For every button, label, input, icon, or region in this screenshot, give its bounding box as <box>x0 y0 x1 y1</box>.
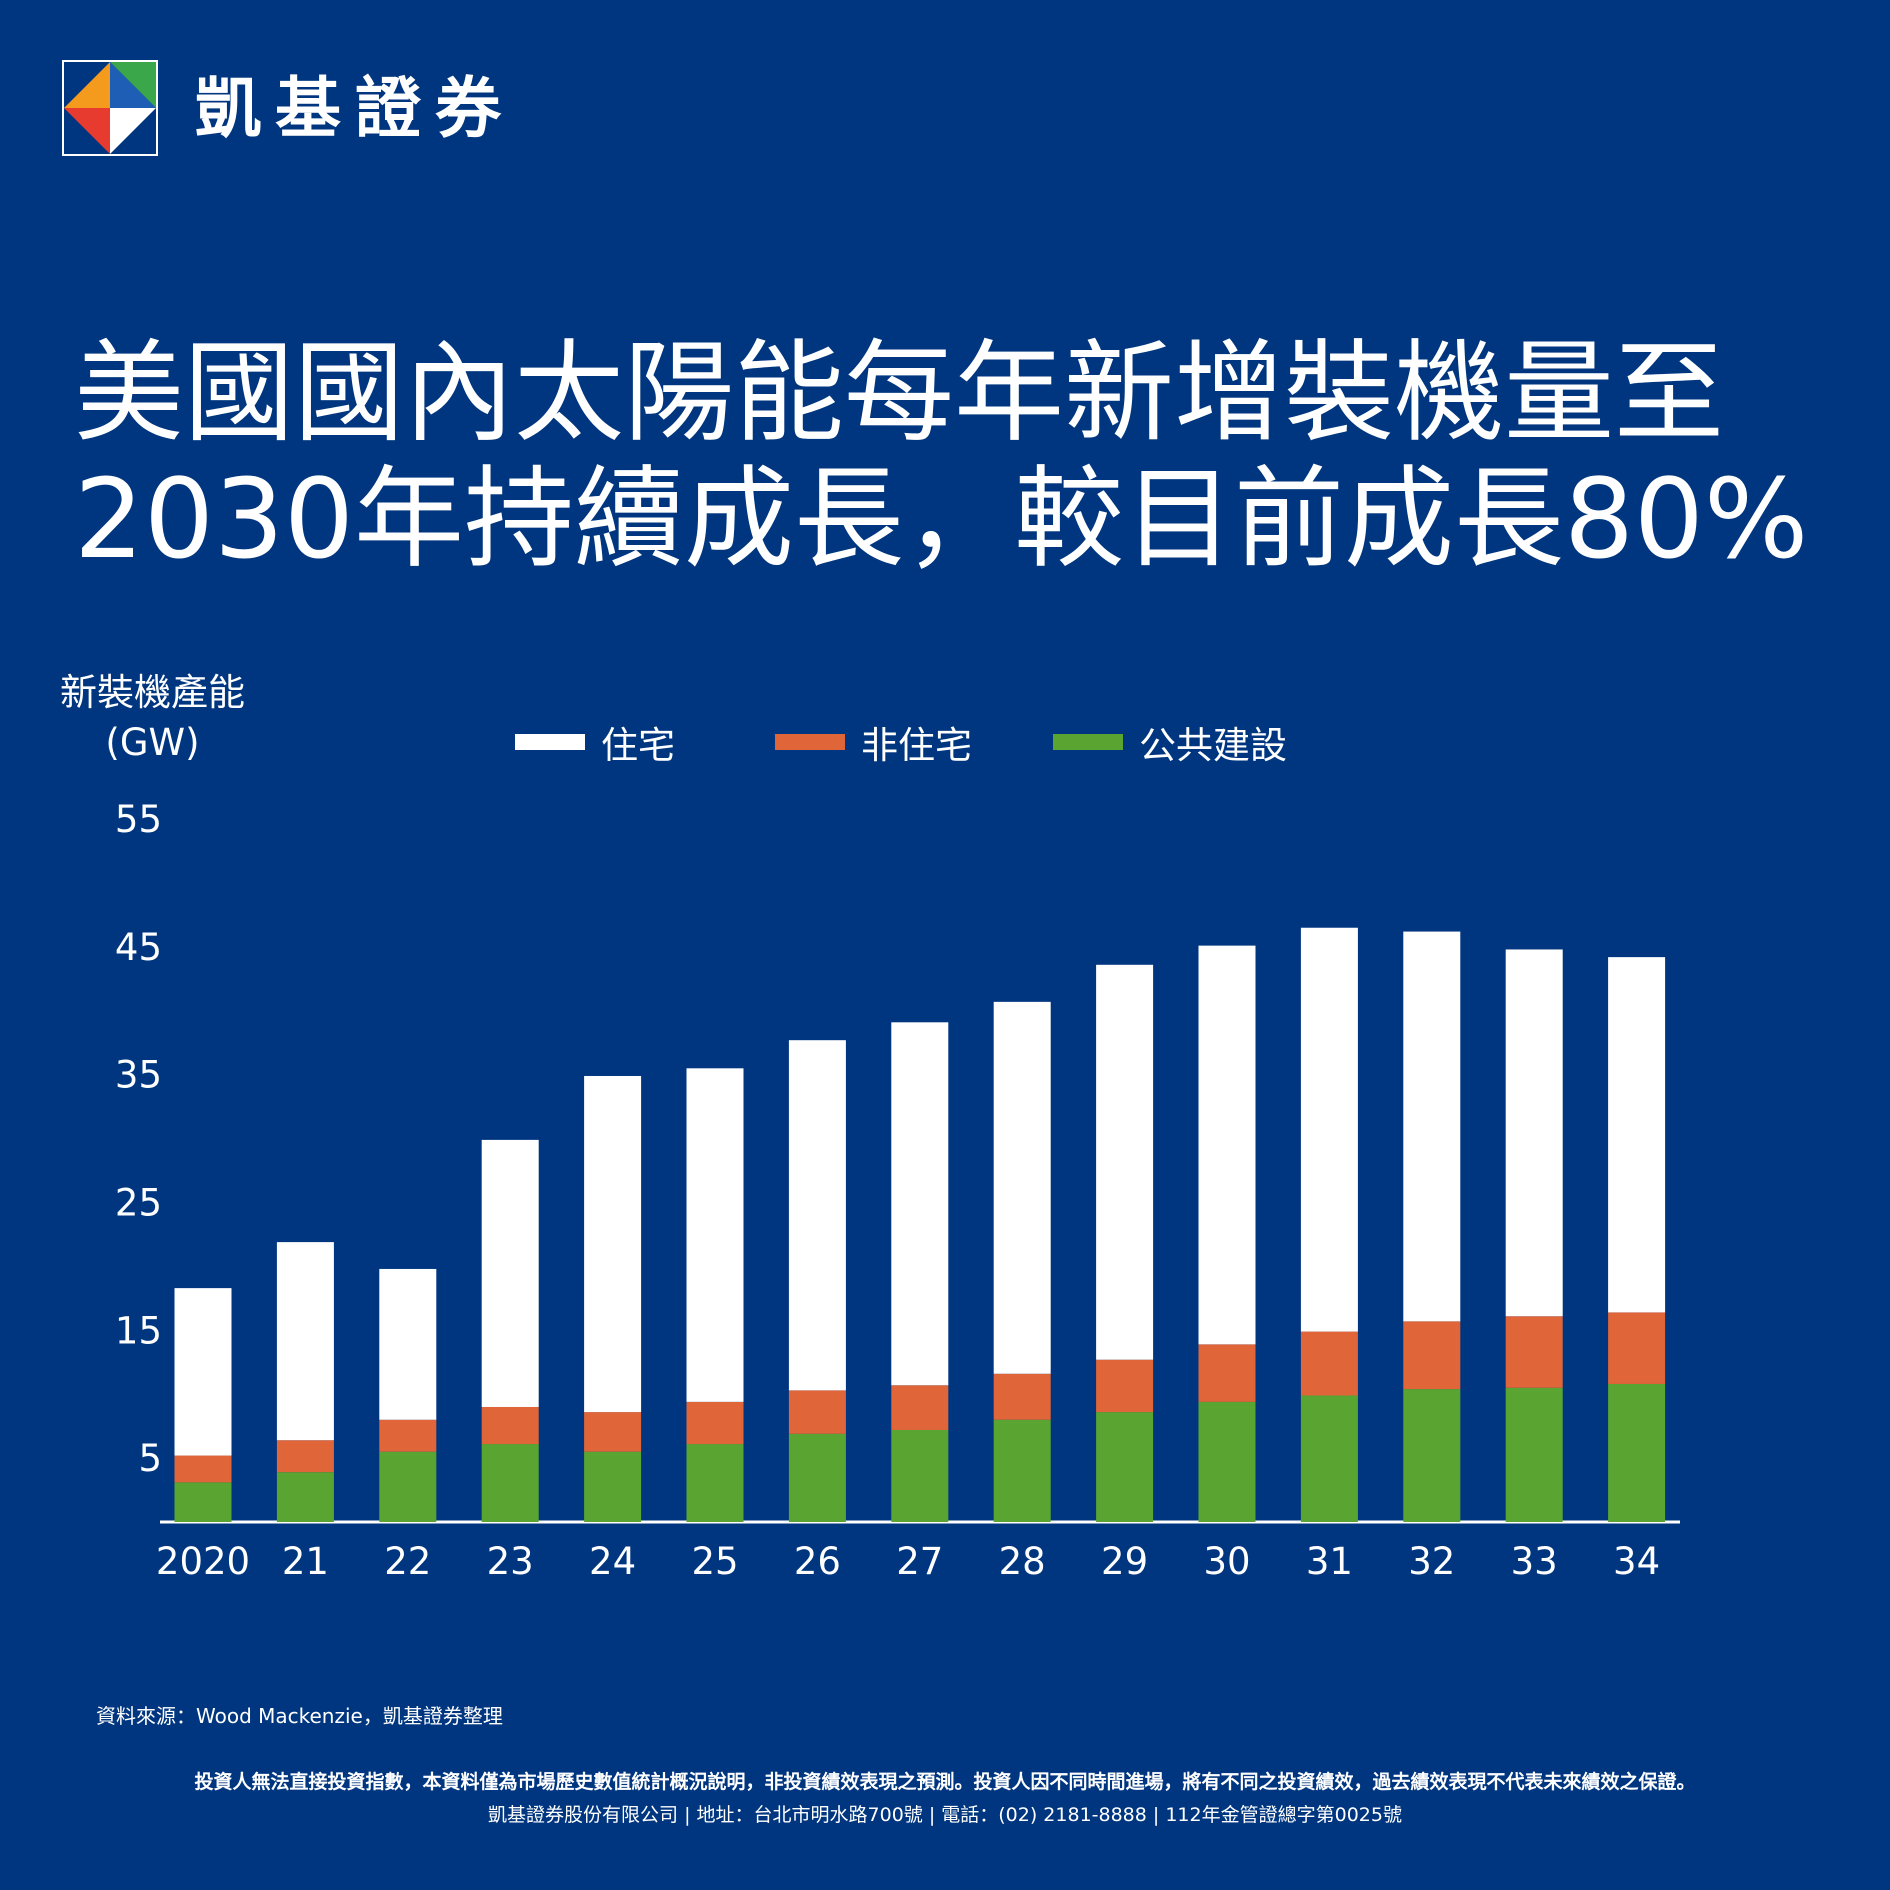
x-tick-label: 31 <box>1306 1540 1353 1583</box>
bar-utility-25 <box>686 1444 744 1522</box>
bar-non-residential-34 <box>1608 1312 1666 1384</box>
title-line-1: 美國國內太陽能每年新增裝機量至 <box>74 329 1724 457</box>
legend-label-utility: 公共建設 <box>1139 724 1287 767</box>
bar-residential-26 <box>788 1040 846 1391</box>
bar-residential-33 <box>1505 949 1563 1317</box>
bar-utility-30 <box>1198 1401 1256 1522</box>
bar-utility-34 <box>1608 1383 1666 1522</box>
x-tick-label: 33 <box>1511 1540 1558 1583</box>
bar-utility-29 <box>1096 1412 1154 1522</box>
bar-non-residential-24 <box>584 1412 642 1452</box>
y-tick-label: 45 <box>115 926 162 969</box>
bar-residential-31 <box>1300 927 1358 1332</box>
bar-utility-27 <box>891 1429 949 1522</box>
legend-item-utility: 公共建設 <box>1053 715 1287 769</box>
bar-non-residential-2020 <box>174 1455 232 1483</box>
bar-residential-24 <box>584 1075 642 1413</box>
legend-item-residential: 住宅 <box>515 715 675 769</box>
y-tick-label: 35 <box>115 1054 162 1097</box>
x-tick-label: 22 <box>384 1540 431 1583</box>
x-tick-label: 30 <box>1203 1540 1250 1583</box>
bar-non-residential-32 <box>1403 1321 1461 1390</box>
bar-non-residential-28 <box>993 1373 1051 1420</box>
bar-utility-22 <box>379 1451 437 1522</box>
legend-swatch-non-residential <box>775 734 845 750</box>
bar-non-residential-26 <box>788 1390 846 1434</box>
bar-residential-23 <box>481 1139 539 1407</box>
bar-utility-28 <box>993 1419 1051 1522</box>
y-axis-label-line-1: 新裝機產能 <box>60 671 245 714</box>
bar-utility-32 <box>1403 1389 1461 1522</box>
bar-utility-31 <box>1300 1395 1358 1522</box>
y-axis-label: 新裝機產能 (GW) <box>60 668 245 768</box>
bar-residential-27 <box>891 1022 949 1386</box>
footer-text: 凱基證券股份有限公司 | 地址：台北市明水路700號 | 電話：(02) 218… <box>488 1804 1402 1826</box>
bar-non-residential-31 <box>1300 1331 1358 1396</box>
bar-utility-26 <box>788 1433 846 1522</box>
legend-label-non-residential: 非住宅 <box>861 724 972 767</box>
bar-non-residential-21 <box>276 1440 334 1473</box>
x-tick-label: 34 <box>1613 1540 1660 1583</box>
x-tick-label: 25 <box>691 1540 738 1583</box>
bar-non-residential-22 <box>379 1419 437 1452</box>
bar-residential-34 <box>1608 957 1666 1313</box>
chart-legend: 住宅 非住宅 公共建設 <box>0 715 1890 767</box>
y-tick-label: 55 <box>115 798 162 841</box>
bar-non-residential-25 <box>686 1401 744 1445</box>
title-line-2: 2030年持續成長，較目前成長80% <box>74 455 1809 583</box>
brand-name: 凱基證券 <box>195 70 515 147</box>
x-tick-label: 24 <box>589 1540 636 1583</box>
bar-utility-2020 <box>174 1482 232 1522</box>
bar-non-residential-29 <box>1096 1359 1154 1413</box>
y-tick-label: 15 <box>115 1309 162 1352</box>
bar-residential-2020 <box>174 1288 232 1456</box>
bar-residential-29 <box>1096 964 1154 1360</box>
bar-residential-30 <box>1198 945 1256 1345</box>
bar-utility-21 <box>276 1472 334 1522</box>
bar-residential-25 <box>686 1068 744 1402</box>
bar-non-residential-23 <box>481 1406 539 1445</box>
bar-residential-32 <box>1403 931 1461 1322</box>
legend-label-residential: 住宅 <box>601 724 675 767</box>
x-tick-label: 28 <box>999 1540 1046 1583</box>
y-axis-label-line-2: (GW) <box>105 721 200 764</box>
bar-utility-24 <box>584 1451 642 1522</box>
bar-non-residential-27 <box>891 1385 949 1430</box>
y-tick-label: 5 <box>138 1437 162 1480</box>
brand-logo-icon <box>62 60 158 156</box>
x-tick-label: 29 <box>1101 1540 1148 1583</box>
x-tick-label: 27 <box>896 1540 943 1583</box>
source-note: 資料來源：Wood Mackenzie，凱基證券整理 <box>96 1704 503 1728</box>
bar-residential-22 <box>379 1268 437 1420</box>
bar-non-residential-33 <box>1505 1316 1563 1388</box>
disclaimer-text: 投資人無法直接投資指數，本資料僅為市場歷史數值統計概況說明，非投資績效表現之預測… <box>194 1771 1696 1793</box>
bar-residential-21 <box>276 1242 334 1441</box>
legend-swatch-residential <box>515 734 585 750</box>
legend-swatch-utility <box>1053 734 1123 750</box>
x-tick-label: 32 <box>1408 1540 1455 1583</box>
bar-utility-23 <box>481 1444 539 1522</box>
x-tick-label: 26 <box>794 1540 841 1583</box>
bar-residential-28 <box>993 1001 1051 1374</box>
x-tick-label: 2020 <box>156 1540 250 1583</box>
bar-non-residential-30 <box>1198 1344 1256 1402</box>
y-tick-label: 25 <box>115 1182 162 1225</box>
legend-item-non-residential: 非住宅 <box>775 715 972 769</box>
x-tick-label: 21 <box>282 1540 329 1583</box>
page-title: 美國國內太陽能每年新增裝機量至 2030年持續成長，較目前成長80% <box>74 330 1834 582</box>
x-tick-label: 23 <box>487 1540 534 1583</box>
bar-utility-33 <box>1505 1387 1563 1522</box>
